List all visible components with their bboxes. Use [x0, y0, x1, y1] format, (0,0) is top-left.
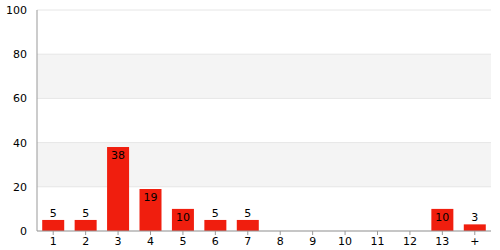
x-tick-label: +: [470, 235, 479, 248]
data-label: 5: [244, 207, 251, 220]
data-label: 5: [212, 207, 219, 220]
x-tick-label: 4: [147, 235, 154, 248]
chart-svg: 02040608010012345678910111213+5538191055…: [0, 0, 500, 250]
data-label: 10: [176, 211, 190, 224]
grid-band: [37, 143, 491, 187]
x-tick-label: 2: [82, 235, 89, 248]
grid-line: [37, 186, 491, 187]
bar: [42, 220, 64, 231]
x-tick-label: 13: [435, 235, 449, 248]
data-label: 3: [471, 211, 478, 224]
x-tick-label: 1: [50, 235, 57, 248]
grid-line: [37, 142, 491, 143]
grid: [37, 10, 491, 231]
x-tick-label: 11: [371, 235, 385, 248]
x-tick-label: 3: [115, 235, 122, 248]
x-axis: 12345678910111213+: [50, 231, 480, 248]
y-tick-label: 80: [13, 48, 27, 61]
bar: [204, 220, 226, 231]
y-tick-label: 0: [20, 225, 27, 238]
data-label: 38: [111, 149, 125, 162]
x-tick-label: 7: [244, 235, 251, 248]
data-label: 5: [82, 207, 89, 220]
x-tick-label: 8: [277, 235, 284, 248]
data-label: 5: [50, 207, 57, 220]
x-tick-label: 12: [403, 235, 417, 248]
y-axis-line: [37, 10, 38, 231]
y-tick-label: 60: [13, 92, 27, 105]
grid-line: [37, 98, 491, 99]
x-tick-label: 6: [212, 235, 219, 248]
x-tick-label: 10: [338, 235, 352, 248]
y-tick-label: 100: [6, 4, 27, 17]
bar: [464, 224, 486, 231]
data-label: 10: [435, 211, 449, 224]
bar: [140, 189, 162, 231]
x-tick-label: 5: [179, 235, 186, 248]
x-axis-line: [37, 231, 491, 232]
grid-line: [37, 231, 491, 232]
y-tick-label: 40: [13, 137, 27, 150]
data-labels: 5 5 38 19 10 5 5 10 3: [50, 149, 479, 224]
data-label: 19: [144, 191, 158, 204]
chart-container: 02040608010012345678910111213+5538191055…: [0, 0, 500, 250]
grid-line: [37, 54, 491, 55]
bars: [42, 147, 486, 231]
grid-line: [37, 10, 491, 11]
x-tick-label: 9: [309, 235, 316, 248]
bar: [431, 209, 453, 231]
bar: [237, 220, 259, 231]
bar: [107, 147, 129, 231]
y-axis: 0 20 40 60 80 100: [6, 4, 27, 238]
bar: [172, 209, 194, 231]
grid-band: [37, 54, 491, 98]
bar: [75, 220, 97, 231]
y-tick-label: 20: [13, 181, 27, 194]
